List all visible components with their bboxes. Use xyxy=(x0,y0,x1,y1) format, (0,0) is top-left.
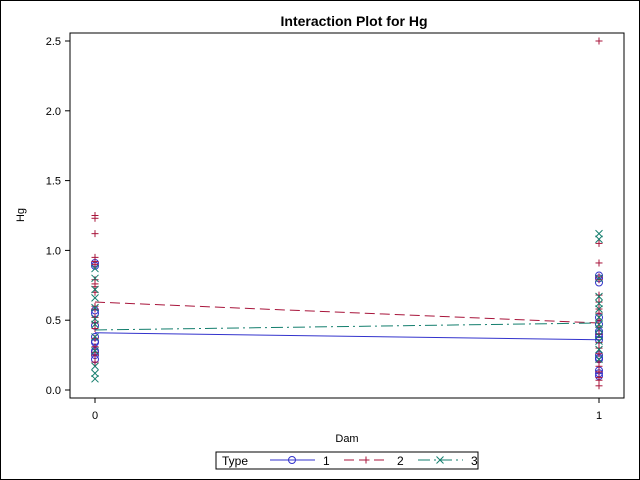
series-2-point xyxy=(91,260,99,268)
series-3-point xyxy=(91,347,99,355)
series-3-point xyxy=(91,314,99,323)
legend-title: Type xyxy=(222,454,248,468)
x-axis-label: Dam xyxy=(335,433,358,445)
legend-marker-1 xyxy=(288,456,296,464)
chart-title: Interaction Plot for Hg xyxy=(281,13,428,29)
series-2-point xyxy=(595,330,603,338)
y-tick-label: 0.5 xyxy=(46,315,61,327)
series-3-point xyxy=(91,294,99,302)
series-3-point xyxy=(91,274,99,283)
plot-frame xyxy=(69,32,625,399)
legend-marker-2 xyxy=(362,456,370,464)
legend-label-2: 2 xyxy=(397,454,404,468)
legend: Type 1 2 3 xyxy=(215,451,479,470)
series-2-point xyxy=(595,239,603,247)
series-1-line xyxy=(94,332,600,341)
legend-label-3: 3 xyxy=(471,454,478,468)
series-3-point xyxy=(595,355,603,364)
y-tick-label: 1.5 xyxy=(46,176,61,188)
series-3-point xyxy=(91,285,99,294)
series-3-point xyxy=(91,320,99,329)
series-2-point xyxy=(595,309,603,317)
series-3-point xyxy=(91,303,99,312)
series-3-point xyxy=(91,362,99,371)
series-2-point xyxy=(595,37,603,45)
series-3-point xyxy=(91,369,99,378)
series-2-point xyxy=(595,382,603,390)
series-2-point xyxy=(91,334,99,342)
series-3-point xyxy=(595,292,603,301)
series-3-point xyxy=(595,313,603,322)
x-tick-label: 1 xyxy=(596,410,602,422)
y-tick-label: 0.0 xyxy=(46,385,61,397)
legend-marker-3 xyxy=(436,456,444,464)
series-3-point xyxy=(91,333,99,341)
series-3-point xyxy=(91,264,99,273)
y-axis-label: Hg xyxy=(15,208,27,222)
series-3-point xyxy=(595,337,603,345)
series-2-point xyxy=(595,298,603,306)
series-2-line xyxy=(94,301,600,324)
series-2-point xyxy=(595,276,603,284)
legend-label-1: 1 xyxy=(323,454,330,468)
series-2-point xyxy=(595,350,603,358)
series-2-point xyxy=(91,351,99,359)
series-2-point xyxy=(91,230,99,238)
y-tick-label: 2.0 xyxy=(46,106,61,118)
series-2-point xyxy=(91,305,99,313)
series-3-point xyxy=(595,324,603,333)
series-2-point xyxy=(595,259,603,267)
series-2-point xyxy=(91,358,99,366)
series-2-point xyxy=(91,325,99,333)
series-3-point xyxy=(595,331,603,340)
plot-area: 0.0 0.5 1.0 1.5 2.0 2.5 0 1 xyxy=(46,32,625,422)
series-3-point xyxy=(595,229,603,238)
series-2-point xyxy=(595,291,603,299)
series-3-point xyxy=(91,374,99,383)
series-3-point xyxy=(595,235,603,244)
series-3-line xyxy=(94,322,600,331)
x-tick-label: 0 xyxy=(92,410,98,422)
y-tick-label: 2.5 xyxy=(46,36,61,48)
series-3-point xyxy=(595,274,603,283)
series-2-point xyxy=(91,214,99,222)
legend-items: 1 2 3 xyxy=(270,454,478,468)
series-3-point xyxy=(595,305,603,313)
y-tick-label: 1.0 xyxy=(46,245,61,257)
series-3-point xyxy=(595,299,603,308)
series-3-point xyxy=(595,345,603,354)
